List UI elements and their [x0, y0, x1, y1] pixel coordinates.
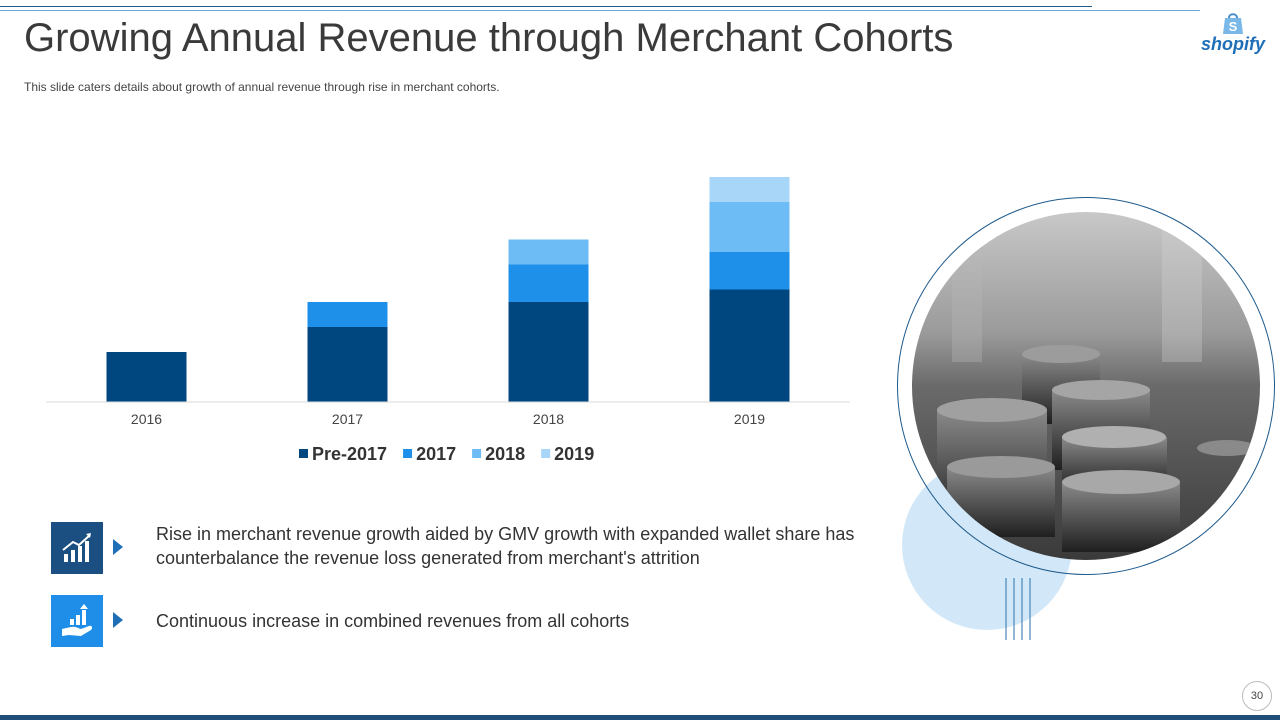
bottom-bar	[0, 715, 1280, 720]
bullet-arrow-icon	[113, 539, 123, 555]
bar-segment-2019-2017	[709, 252, 790, 290]
bar-segment-2019-2019	[709, 177, 790, 202]
page-number: 30	[1242, 681, 1272, 711]
legend-label: 2017	[416, 444, 456, 464]
stacked-bar-chart: 2016 2017 2018 2019 Pre-2017 2017 2018 2019	[46, 177, 850, 464]
x-tick-label: 2019	[734, 411, 765, 427]
page-subtitle: This slide caters details about growth o…	[24, 80, 500, 94]
bar-segment-2017-2017	[307, 302, 388, 327]
legend-swatch	[299, 449, 308, 458]
svg-text:S: S	[1229, 19, 1238, 34]
coins-photo	[912, 212, 1260, 560]
x-tick-label: 2017	[332, 411, 363, 427]
growth-chart-icon	[51, 522, 103, 574]
bar-segment-2017-pre-2017	[307, 327, 388, 402]
insight-text: Continuous increase in combined revenues…	[156, 611, 630, 631]
insight-item: Rise in merchant revenue growth aided by…	[51, 522, 854, 574]
photo-ring	[897, 197, 1275, 575]
top-rule-dark	[0, 6, 1092, 7]
x-tick-label: 2018	[533, 411, 564, 427]
bar-segment-2016-pre-2017	[106, 352, 187, 402]
legend-label: Pre-2017	[312, 444, 387, 464]
bullet-arrow-icon	[113, 612, 123, 628]
legend-label: 2019	[554, 444, 594, 464]
top-rule-light	[0, 10, 1200, 11]
legend-swatch	[403, 449, 413, 458]
shopping-bag-icon: S	[1223, 13, 1243, 34]
legend-label: 2018	[485, 444, 525, 464]
shopify-logo: S shopify	[1198, 10, 1268, 60]
bar-segment-2019-2018	[709, 202, 790, 252]
bar-segment-2018-2017	[508, 264, 589, 302]
decorative-lines	[1005, 578, 1031, 640]
bar-segment-2019-pre-2017	[709, 289, 790, 402]
bar-segment-2018-pre-2017	[508, 302, 589, 402]
x-tick-label: 2016	[131, 411, 162, 427]
bar-segment-2018-2018	[508, 239, 589, 265]
insight-text: Rise in merchant revenue growth aided by…	[156, 524, 855, 568]
legend-swatch	[472, 449, 482, 458]
legend-swatch	[541, 449, 551, 458]
hand-growth-icon	[51, 595, 103, 647]
page-title: Growing Annual Revenue through Merchant …	[24, 16, 954, 60]
logo-wordmark: shopify	[1200, 34, 1265, 54]
insight-item: Continuous increase in combined revenues…	[51, 595, 771, 647]
